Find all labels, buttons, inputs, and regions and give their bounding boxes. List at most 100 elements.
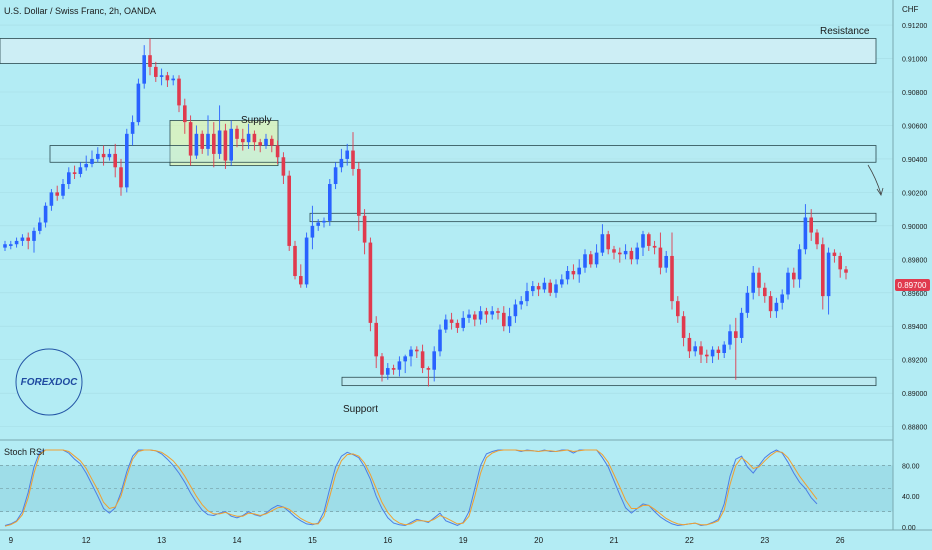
candle [565, 266, 570, 285]
candle-body [676, 301, 680, 317]
candle [258, 138, 262, 153]
candle-body [589, 254, 593, 265]
candle [20, 234, 25, 246]
candle [84, 155, 88, 171]
candle [658, 232, 663, 275]
candle-body [148, 55, 152, 67]
candle-body [345, 150, 349, 159]
candle [461, 311, 465, 332]
candle-body [681, 316, 686, 338]
candle-body [142, 55, 146, 84]
candle-body [594, 252, 599, 265]
candle [542, 277, 547, 293]
candle [797, 244, 802, 288]
candle-body [542, 282, 547, 290]
candle [513, 299, 518, 323]
candle [571, 264, 576, 280]
candle-body [519, 301, 523, 305]
candle-body [101, 153, 106, 158]
candle [113, 143, 117, 178]
candle-body [571, 271, 576, 275]
candle [9, 240, 13, 250]
candle-body [212, 133, 216, 154]
time-tick-label: 12 [82, 536, 91, 545]
candle-body [641, 234, 645, 248]
current-price-value: 0.89700 [898, 281, 927, 290]
candle-body [449, 319, 454, 323]
candle-body [496, 311, 500, 313]
candle-body [316, 222, 320, 226]
candle [246, 123, 251, 149]
candle-body [368, 242, 373, 323]
candle-body [739, 312, 744, 338]
candle-body [119, 167, 123, 188]
candle-body [560, 279, 564, 285]
candle-body [26, 237, 30, 241]
price-tick-label: 0.90000 [902, 224, 927, 231]
candle [647, 232, 651, 251]
candle-body [78, 167, 83, 174]
candle-body [194, 133, 199, 156]
candle-body [14, 240, 19, 245]
candle-body [426, 368, 431, 370]
candle-body [270, 138, 274, 146]
price-tick-label: 0.90200 [902, 190, 927, 197]
candle-body [357, 168, 361, 216]
zone-rect [49, 145, 877, 163]
candle [751, 266, 755, 300]
candle-body [258, 142, 262, 146]
candle-body [710, 349, 715, 357]
candle-body [774, 302, 779, 312]
candle [275, 140, 280, 164]
candle-body [177, 78, 181, 106]
time-tick-label: 15 [308, 536, 317, 545]
candle-body [548, 282, 552, 293]
price-axis[interactable]: 0.91200 0.91000 0.90800 0.90600 0.90400 0.902… [902, 23, 927, 432]
time-tick-label: 23 [760, 536, 769, 545]
candle [287, 170, 291, 251]
zone-rect [341, 376, 877, 387]
candle [125, 128, 129, 193]
candle [154, 61, 158, 82]
candle-body [159, 75, 164, 77]
candle-body [705, 354, 709, 357]
candle [316, 219, 320, 231]
candle-body [525, 291, 529, 302]
candle [548, 279, 552, 297]
candle-body [670, 255, 674, 302]
candle-body [409, 349, 413, 357]
currency-label: CHF [902, 5, 919, 14]
candle [705, 349, 709, 364]
candle [507, 307, 512, 333]
candle [55, 185, 59, 201]
candle [612, 245, 616, 260]
candle-body [241, 138, 245, 143]
candle [768, 291, 773, 318]
candle [844, 266, 848, 280]
candles [3, 38, 848, 387]
candle-body [386, 368, 390, 375]
candle-body [612, 249, 616, 253]
candle [757, 267, 761, 297]
candle [618, 247, 622, 263]
candle [119, 158, 123, 196]
rsi-tick-label: 80.00 [902, 463, 920, 470]
candle-body [275, 145, 280, 158]
candle-body [351, 150, 355, 169]
time-tick-label: 22 [685, 536, 694, 545]
candle [183, 98, 187, 134]
candle [426, 366, 431, 387]
candle-body [397, 361, 402, 370]
time-tick-label: 26 [836, 536, 845, 545]
candle-body [699, 346, 703, 355]
candle-body [478, 311, 483, 320]
candle [351, 132, 355, 176]
candle-body [844, 269, 848, 273]
candle-body [832, 252, 837, 256]
candle-body [803, 217, 808, 250]
candle [96, 147, 100, 163]
time-axis[interactable]: 9 12 13 14 15 16 19 20 21 22 23 26 [9, 536, 846, 545]
candle-body [49, 192, 54, 206]
